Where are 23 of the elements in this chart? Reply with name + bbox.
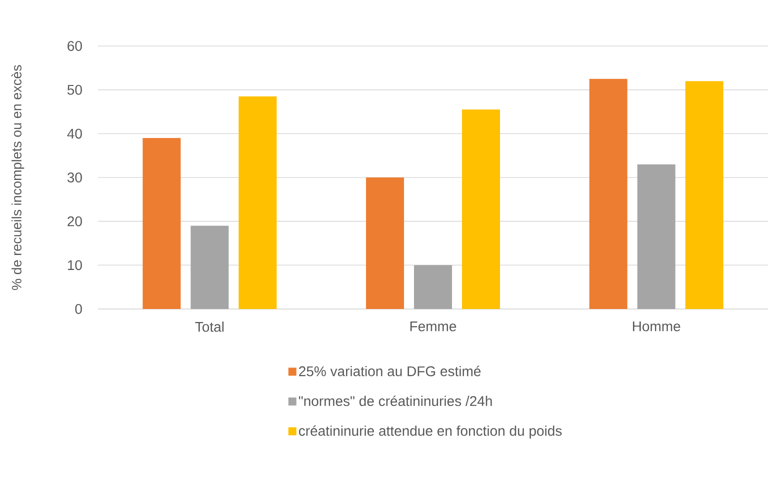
bar: [366, 177, 404, 309]
bar: [238, 96, 277, 309]
y-tick-label: 0: [75, 304, 82, 314]
y-tick-label: 50: [67, 84, 82, 95]
bar: [637, 164, 676, 309]
x-tick-label: Total: [195, 322, 224, 332]
bar: [142, 138, 181, 309]
x-tick-label: Femme: [410, 322, 456, 332]
legend-label: créatininurie attendue en fonction du poids: [298, 425, 562, 439]
bar: [462, 110, 500, 309]
y-axis-title: % de recueils incomplets ou en excès: [11, 65, 24, 290]
bar: [190, 226, 229, 309]
legend-label: "normes" de créatininuries /24h: [298, 396, 492, 406]
y-tick-label: 10: [68, 260, 82, 270]
y-tick-label: 30: [67, 172, 82, 182]
x-tick-label: Homme: [632, 322, 680, 332]
bar: [685, 81, 724, 309]
y-tick-label: 40: [67, 128, 82, 139]
legend-label: 25% variation au DFG estimé: [299, 366, 481, 376]
bar: [589, 78, 628, 309]
bar: [414, 265, 452, 309]
y-tick-label: 60: [68, 41, 82, 51]
y-tick-label: 20: [68, 216, 82, 226]
